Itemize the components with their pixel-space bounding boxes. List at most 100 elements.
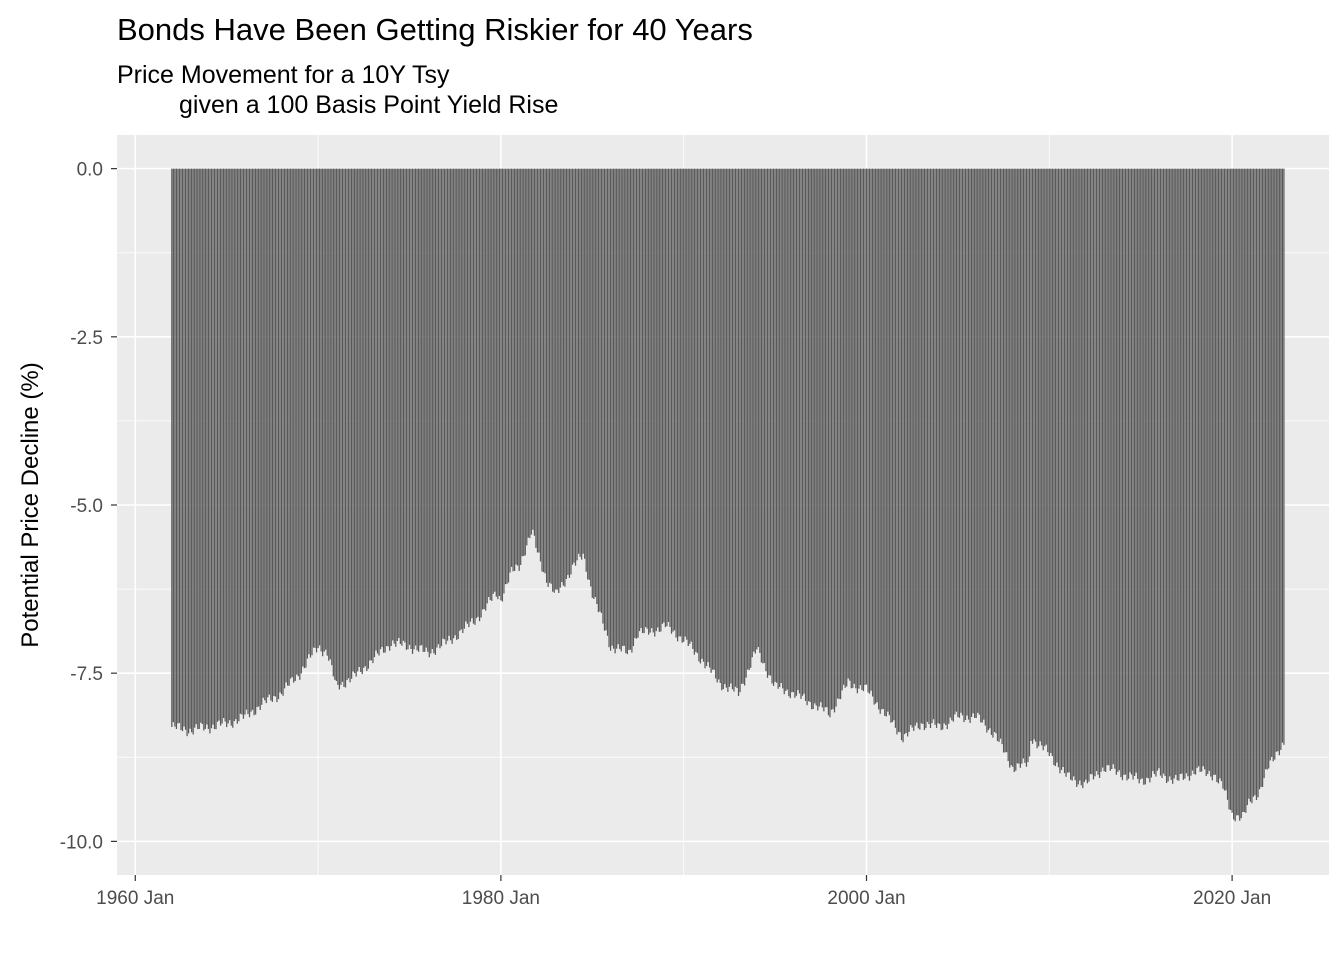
bar <box>1039 168 1041 742</box>
bar <box>428 168 430 658</box>
bar <box>830 168 833 710</box>
bar <box>538 168 540 553</box>
bar <box>443 168 446 640</box>
bar <box>277 168 280 700</box>
bar <box>1280 168 1282 750</box>
bar <box>663 168 665 623</box>
bar <box>995 168 997 734</box>
x-tick-label: 2020 Jan <box>1193 888 1271 909</box>
bar <box>1077 168 1079 785</box>
bar <box>239 168 242 714</box>
bar <box>1019 168 1021 768</box>
bar <box>518 168 520 571</box>
bar <box>535 168 537 548</box>
bar <box>192 168 194 735</box>
bar <box>1010 168 1012 766</box>
bar <box>1152 168 1154 772</box>
bar <box>251 168 254 710</box>
bar <box>174 168 176 727</box>
bar <box>634 168 636 639</box>
bar <box>242 168 245 719</box>
bar <box>334 168 336 680</box>
bar <box>925 168 927 729</box>
bar <box>713 168 715 670</box>
bar <box>382 168 385 653</box>
bar <box>378 168 380 656</box>
bar <box>637 168 639 638</box>
bar <box>875 168 877 704</box>
bar <box>1045 168 1047 745</box>
bar <box>623 168 625 646</box>
bar <box>832 168 834 710</box>
bar <box>779 168 781 687</box>
bar <box>337 168 339 685</box>
bar <box>194 168 196 728</box>
bar <box>195 168 197 725</box>
bar <box>771 168 773 684</box>
bar <box>1213 168 1215 775</box>
bar <box>481 168 484 610</box>
bar <box>1022 168 1025 759</box>
bar <box>652 168 654 633</box>
bar <box>961 168 964 716</box>
bar <box>507 168 510 583</box>
bar <box>672 168 674 632</box>
bar <box>349 168 351 683</box>
bar <box>932 168 935 720</box>
bar <box>626 168 628 655</box>
bar <box>606 168 609 636</box>
bar <box>469 168 472 622</box>
bar <box>775 168 778 683</box>
bar <box>437 168 440 645</box>
bar <box>803 168 805 694</box>
bar <box>785 168 787 691</box>
bar <box>1108 168 1110 766</box>
bar <box>756 168 758 650</box>
bar <box>750 168 752 668</box>
bar <box>1031 168 1034 744</box>
bar <box>1044 168 1046 747</box>
bar <box>395 168 397 647</box>
bar <box>635 168 638 639</box>
bar <box>513 168 516 571</box>
bar <box>1234 168 1236 822</box>
y-tick-label: -5.0 <box>70 496 103 517</box>
bar <box>1275 168 1277 752</box>
bar <box>958 168 961 718</box>
bar <box>1103 168 1105 772</box>
bar <box>1089 168 1092 775</box>
bar <box>1158 168 1160 769</box>
bar <box>456 168 458 640</box>
bar <box>809 168 811 703</box>
bar <box>1217 168 1220 784</box>
bar <box>216 168 219 722</box>
bar <box>545 168 548 583</box>
bar <box>955 168 958 712</box>
bar <box>704 168 706 669</box>
bar <box>475 168 478 619</box>
bar <box>1164 168 1166 776</box>
bar <box>282 168 284 696</box>
bar <box>993 168 996 733</box>
bar <box>1130 168 1133 775</box>
bar <box>477 168 479 617</box>
bar <box>669 168 671 627</box>
bar <box>588 168 590 580</box>
bar <box>1062 168 1064 768</box>
bar <box>402 168 405 641</box>
bar <box>648 168 650 635</box>
bar <box>1129 168 1131 773</box>
bar <box>286 168 289 686</box>
bar <box>992 168 994 738</box>
bar <box>559 168 561 588</box>
bar <box>1169 168 1171 777</box>
bar <box>171 168 173 728</box>
bar <box>1102 168 1104 768</box>
bar <box>820 168 822 703</box>
bar <box>943 168 945 724</box>
bar <box>920 168 922 724</box>
bar <box>1059 168 1061 774</box>
bar <box>638 168 641 632</box>
bar <box>782 168 784 689</box>
bar <box>836 168 839 699</box>
